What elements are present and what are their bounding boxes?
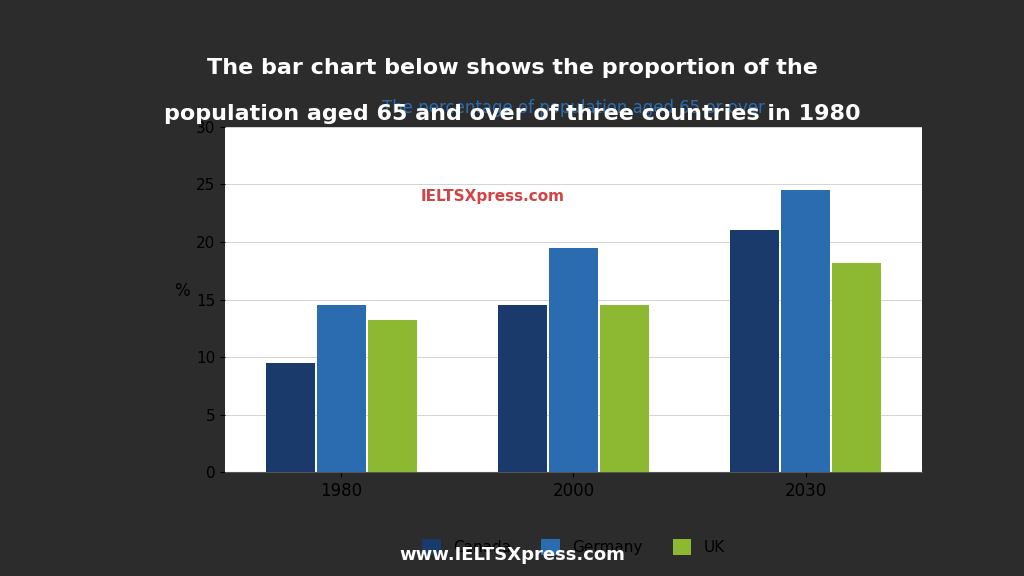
Bar <box>317 305 366 472</box>
Text: IELTSXpress.com: IELTSXpress.com <box>420 189 564 204</box>
Title: The percentage of population aged 65 or over: The percentage of population aged 65 or … <box>382 99 765 117</box>
Bar <box>730 230 778 472</box>
Bar <box>833 263 881 472</box>
Text: and 2000 and prediction in 2030: and 2000 and prediction in 2030 <box>308 150 716 170</box>
Y-axis label: %: % <box>174 282 190 300</box>
Text: population aged 65 and over of three countries in 1980: population aged 65 and over of three cou… <box>164 104 860 124</box>
Bar <box>600 305 649 472</box>
Bar <box>369 320 417 472</box>
Bar <box>781 190 829 472</box>
Bar <box>266 363 314 472</box>
Legend: Canada, Germany, UK: Canada, Germany, UK <box>416 533 731 562</box>
Bar <box>549 248 598 472</box>
Bar <box>498 305 547 472</box>
Text: The bar chart below shows the proportion of the: The bar chart below shows the proportion… <box>207 58 817 78</box>
Text: www.IELTSXpress.com: www.IELTSXpress.com <box>399 547 625 564</box>
